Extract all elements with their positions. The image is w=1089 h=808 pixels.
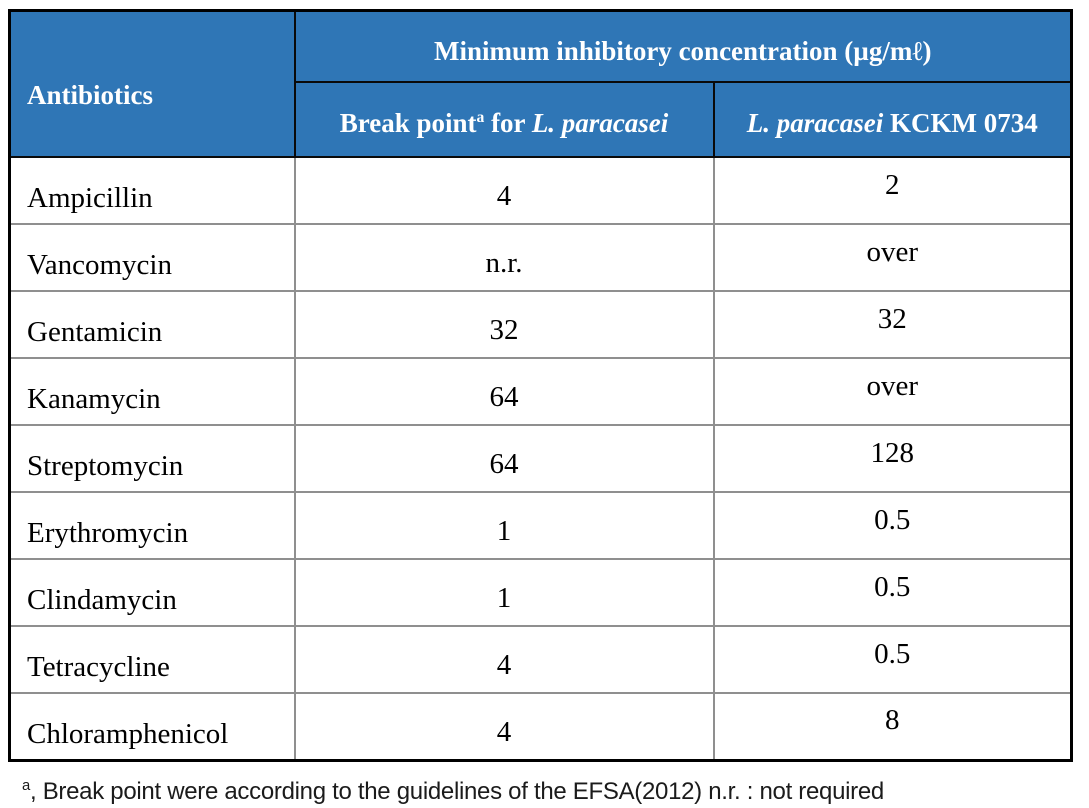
strain-column-header: L. paracasei KCKM 0734 [712,81,1073,158]
footnote-text: , Break point were according to the guid… [29,777,884,805]
footnote: a, Break point were according to the gui… [22,778,1089,806]
mic-value: 32 [712,290,1073,359]
antibiotic-name: Vancomycin [8,223,296,292]
breakpoint-value: 4 [293,156,715,225]
header-row-top: Antibiotics Minimum inhibitory concentra… [8,9,1073,158]
mic-value: 0.5 [712,491,1073,560]
breakpoint-value: 32 [293,290,715,359]
table-row: Gentamicin 32 32 [8,290,1073,359]
footnote-marker: a [22,777,30,794]
breakpoint-header-for: for [484,107,532,138]
table-row: Tetracycline 4 0.5 [8,625,1073,694]
antibiotic-name: Clindamycin [8,558,296,627]
mic-value: 128 [712,424,1073,493]
mic-group-header: Minimum inhibitory concentration (µg/mℓ) [293,9,1073,83]
breakpoint-value: 4 [293,625,715,694]
breakpoint-column-header: Break pointa for L. paracasei [293,81,715,158]
breakpoint-value: n.r. [293,223,715,292]
table-row: Streptomycin 64 128 [8,424,1073,493]
mic-table: Antibiotics Minimum inhibitory concentra… [8,9,1073,762]
table-row: Ampicillin 4 2 [8,156,1073,225]
table-row: Chloramphenicol 4 8 [8,692,1073,761]
breakpoint-value: 64 [293,357,715,426]
mic-value: 2 [712,156,1073,225]
mic-group-header-label: Minimum inhibitory concentration (µg/mℓ) [434,35,932,66]
page: Antibiotics Minimum inhibitory concentra… [0,9,1089,808]
breakpoint-header-text: Break point [339,107,477,138]
antibiotic-name: Erythromycin [8,491,296,560]
antibiotic-name: Tetracycline [8,625,296,694]
strain-code: KCKM 0734 [883,107,1038,138]
antibiotic-name: Ampicillin [8,156,296,225]
breakpoint-value: 64 [293,424,715,493]
breakpoint-value: 4 [293,692,715,761]
breakpoint-species-name: L. paracasei [531,107,669,138]
antibiotic-name: Kanamycin [8,357,296,426]
mic-value: 0.5 [712,558,1073,627]
antibiotic-name: Gentamicin [8,290,296,359]
antibiotic-name: Chloramphenicol [8,692,296,761]
table-row: Clindamycin 1 0.5 [8,558,1073,627]
antibiotics-column-header: Antibiotics [8,9,296,158]
mic-value: 0.5 [712,625,1073,694]
header-row-sub: Break pointa for L. paracasei L. paracas… [10,81,1073,158]
breakpoint-value: 1 [293,558,715,627]
breakpoint-value: 1 [293,491,715,560]
breakpoint-footnote-marker: a [476,108,485,126]
antibiotic-name: Streptomycin [8,424,296,493]
table-row: Kanamycin 64 over [8,357,1073,426]
mic-value: over [712,357,1073,426]
table-row: Erythromycin 1 0.5 [8,491,1073,560]
mic-value: over [712,223,1073,292]
strain-species-name: L. paracasei [746,107,884,138]
table-row: Vancomycin n.r. over [8,223,1073,292]
mic-value: 8 [712,692,1073,761]
